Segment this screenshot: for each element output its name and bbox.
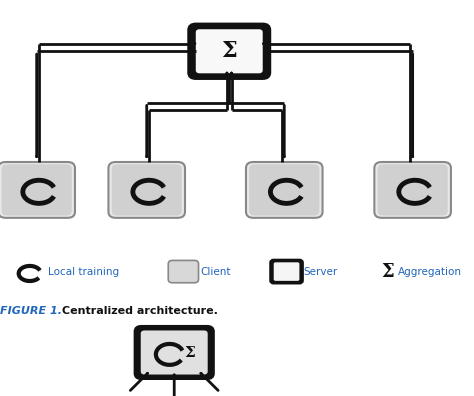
Text: Σ: Σ: [184, 346, 195, 360]
Text: Server: Server: [303, 267, 337, 276]
FancyBboxPatch shape: [246, 162, 322, 218]
FancyBboxPatch shape: [189, 25, 269, 78]
FancyBboxPatch shape: [249, 164, 319, 215]
Text: Client: Client: [200, 267, 230, 276]
FancyBboxPatch shape: [271, 261, 302, 283]
FancyBboxPatch shape: [109, 162, 185, 218]
FancyBboxPatch shape: [112, 164, 182, 215]
FancyBboxPatch shape: [196, 29, 263, 73]
FancyBboxPatch shape: [141, 330, 208, 375]
FancyBboxPatch shape: [1, 164, 72, 215]
Text: Σ: Σ: [221, 40, 237, 62]
FancyBboxPatch shape: [374, 162, 451, 218]
FancyBboxPatch shape: [0, 162, 75, 218]
FancyBboxPatch shape: [168, 261, 199, 283]
Text: Aggregation: Aggregation: [398, 267, 462, 276]
FancyBboxPatch shape: [378, 164, 448, 215]
Text: Centralized architecture.: Centralized architecture.: [62, 306, 218, 316]
Text: FIGURE 1.: FIGURE 1.: [0, 306, 62, 316]
Text: Σ: Σ: [381, 263, 394, 281]
FancyBboxPatch shape: [273, 262, 300, 281]
FancyBboxPatch shape: [136, 327, 213, 378]
Text: Local training: Local training: [48, 267, 119, 276]
